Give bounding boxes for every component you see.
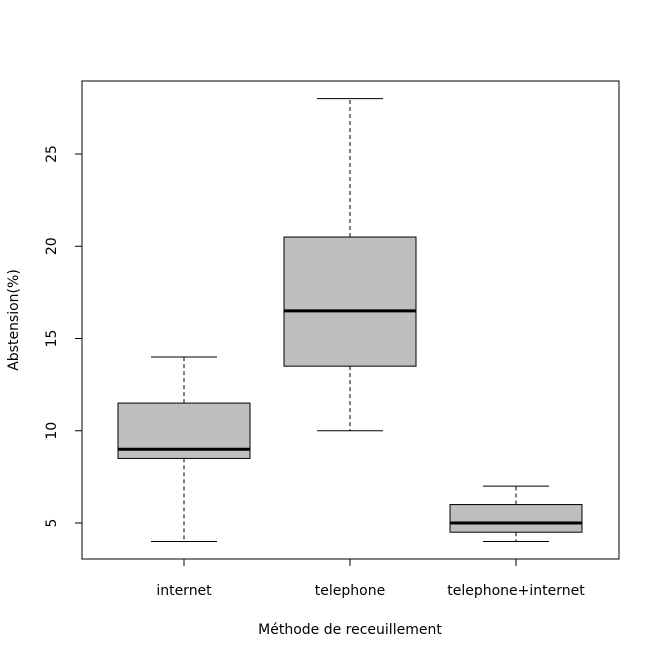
x-tick-label: telephone	[315, 583, 385, 599]
y-tick-label: 5	[44, 519, 60, 528]
y-tick-label: 25	[44, 145, 60, 163]
boxes-layer	[117, 98, 583, 542]
y-axis-title: Abstension(%)	[6, 269, 22, 371]
box-telephone	[283, 98, 417, 432]
y-tick-label: 15	[44, 330, 60, 348]
y-tick-label: 20	[44, 237, 60, 255]
y-axis: 5 10 15 20 25	[44, 145, 83, 528]
iqr-box	[449, 504, 583, 533]
y-tick-label: 10	[44, 422, 60, 440]
box-telephone-internet	[449, 485, 583, 542]
box-internet	[117, 356, 251, 542]
x-tick-label: telephone+internet	[447, 583, 585, 599]
x-axis-title: Méthode de receuillement	[258, 622, 442, 638]
iqr-box	[283, 236, 417, 367]
x-axis: internet telephone telephone+internet	[156, 558, 585, 599]
x-tick-label: internet	[156, 583, 212, 599]
